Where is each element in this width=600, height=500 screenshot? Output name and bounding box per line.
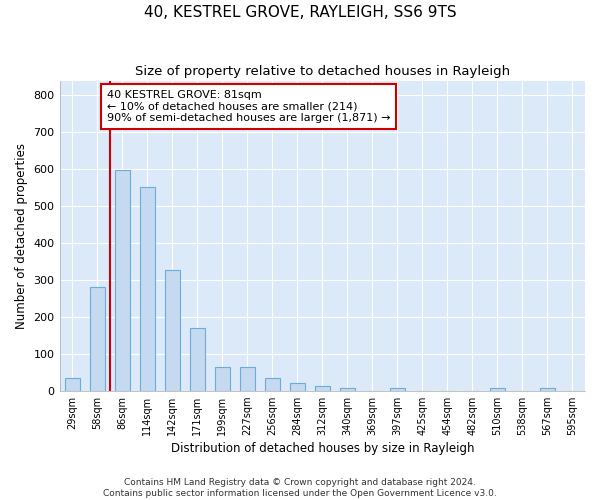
- Bar: [239, 368, 255, 390]
- Bar: [164, 270, 179, 390]
- Bar: [390, 388, 405, 390]
- Bar: [140, 186, 155, 390]
- Y-axis label: Number of detached properties: Number of detached properties: [15, 142, 28, 328]
- Text: 40 KESTREL GROVE: 81sqm
← 10% of detached houses are smaller (214)
90% of semi-d: 40 KESTREL GROVE: 81sqm ← 10% of detache…: [107, 90, 391, 123]
- Bar: [490, 388, 505, 390]
- Bar: [265, 378, 280, 390]
- Bar: [540, 388, 555, 390]
- Bar: [190, 328, 205, 390]
- X-axis label: Distribution of detached houses by size in Rayleigh: Distribution of detached houses by size …: [170, 442, 474, 455]
- Bar: [65, 378, 80, 390]
- Bar: [115, 170, 130, 390]
- Bar: [89, 288, 104, 391]
- Bar: [290, 384, 305, 390]
- Text: Contains HM Land Registry data © Crown copyright and database right 2024.
Contai: Contains HM Land Registry data © Crown c…: [103, 478, 497, 498]
- Bar: [215, 366, 230, 390]
- Bar: [315, 386, 330, 390]
- Bar: [340, 388, 355, 390]
- Text: 40, KESTREL GROVE, RAYLEIGH, SS6 9TS: 40, KESTREL GROVE, RAYLEIGH, SS6 9TS: [143, 5, 457, 20]
- Title: Size of property relative to detached houses in Rayleigh: Size of property relative to detached ho…: [135, 65, 510, 78]
